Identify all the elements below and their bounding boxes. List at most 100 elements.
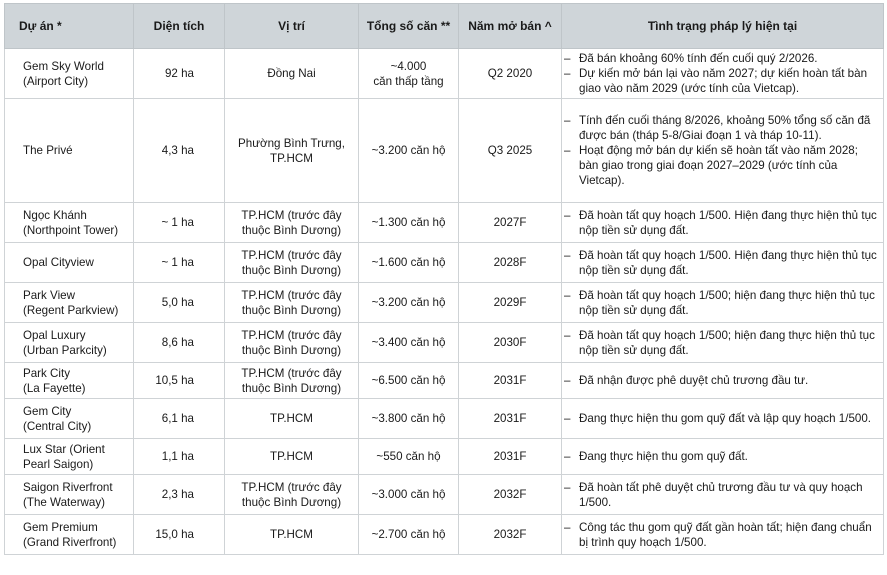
project-cell-line: Park City xyxy=(23,366,71,380)
project-cell-line: Gem Sky World xyxy=(23,59,104,73)
area-cell: 6,1 ha xyxy=(133,398,225,439)
location-cell: Đồng Nai xyxy=(224,48,359,99)
location-cell-line: TP.HCM (trước đây xyxy=(241,248,342,262)
project-cell-line: (Airport City) xyxy=(23,74,89,88)
project-cell: Lux Star (Orient Pearl Saigon) xyxy=(4,438,134,475)
area-cell: 92 ha xyxy=(133,48,225,99)
project-cell-line: (Grand Riverfront) xyxy=(23,535,117,549)
project-cell-line: Park View xyxy=(23,288,75,302)
project-cell-line: Gem Premium xyxy=(23,520,98,534)
location-cell-line: TP.HCM xyxy=(270,412,313,425)
units-cell-line: ~1.300 căn hộ xyxy=(371,216,446,229)
project-cell: Park View (Regent Parkview) xyxy=(4,282,134,323)
project-cell-line: Saigon Riverfront xyxy=(23,480,113,494)
status-item: Dự kiến mở bán lại vào năm 2027; dự kiến… xyxy=(564,66,879,96)
status-list: Đã hoàn tất quy hoạch 1/500; hiện đang t… xyxy=(562,328,879,358)
legal-status-cell: Đang thực hiện thu gom quỹ đất và lập qu… xyxy=(561,398,884,439)
status-item: Đã hoàn tất quy hoạch 1/500. Hiện đang t… xyxy=(564,208,879,238)
legal-status-cell: Đã nhận được phê duyệt chủ trương đầu tư… xyxy=(561,362,884,399)
table-row: Ngọc Khánh (Northpoint Tower) ~ 1 ha TP.HCM… xyxy=(4,202,884,243)
units-cell: ~3.400 căn hộ xyxy=(358,322,459,363)
units-cell: ~4.000 căn thấp tầng xyxy=(358,48,459,99)
project-cell-line: Opal Luxury xyxy=(23,328,86,342)
area-cell: 2,3 ha xyxy=(133,474,225,515)
table-row: Park View (Regent Parkview) 5,0 ha TP.HCM (… xyxy=(4,282,884,323)
project-cell: Gem City (Central City) xyxy=(4,398,134,439)
status-list: Đã bán khoảng 60% tính đến cuối quý 2/20… xyxy=(562,51,879,96)
units-cell-line: căn thấp tầng xyxy=(373,74,444,88)
legal-status-cell: Đã hoàn tất quy hoạch 1/500. Hiện đang t… xyxy=(561,242,884,283)
project-cell-line: (Regent Parkview) xyxy=(23,303,119,317)
location-cell-line: thuộc Bình Dương) xyxy=(241,381,342,395)
table-body: Gem Sky World (Airport City) 92 ha Đồng Nai… xyxy=(4,48,884,555)
status-list: Đã hoàn tất quy hoạch 1/500; hiện đang t… xyxy=(562,288,879,318)
header-units: Tổng số căn ** xyxy=(358,3,459,49)
location-cell-line: TP.HCM (trước đây xyxy=(241,208,342,222)
legal-status-cell: Đã bán khoảng 60% tính đến cuối quý 2/20… xyxy=(561,48,884,99)
location-cell: TP.HCM (trước đây thuộc Bình Dương) xyxy=(224,474,359,515)
project-cell-line: (Urban Parkcity) xyxy=(23,343,107,357)
project-cell-line: (Northpoint Tower) xyxy=(23,223,119,237)
status-item: Đã hoàn tất phê duyệt chủ trương đầu tư … xyxy=(564,480,879,510)
units-cell-line: ~550 căn hộ xyxy=(376,450,441,463)
location-cell-line: TP.HCM (trước đây xyxy=(241,328,342,342)
area-cell: ~ 1 ha xyxy=(133,242,225,283)
legal-status-cell: Đã hoàn tất phê duyệt chủ trương đầu tư … xyxy=(561,474,884,515)
area-cell: ~ 1 ha xyxy=(133,202,225,243)
location-cell: TP.HCM (trước đây thuộc Bình Dương) xyxy=(224,282,359,323)
status-item: Đã hoàn tất quy hoạch 1/500. Hiện đang t… xyxy=(564,248,879,278)
status-list: Đã hoàn tất quy hoạch 1/500. Hiện đang t… xyxy=(562,208,879,238)
project-cell: Park City (La Fayette) xyxy=(4,362,134,399)
legal-status-cell: Đã hoàn tất quy hoạch 1/500. Hiện đang t… xyxy=(561,202,884,243)
location-cell-line: thuộc Bình Dương) xyxy=(241,303,342,317)
launch-year-cell: 2031F xyxy=(458,398,562,439)
legal-status-table: Dự án * Diện tích Vị trí Tổng số căn ** … xyxy=(4,3,884,555)
location-cell: Phường Bình Trưng, TP.HCM xyxy=(224,98,359,203)
launch-year-cell: 2032F xyxy=(458,474,562,515)
location-cell-line: thuộc Bình Dương) xyxy=(241,223,342,237)
status-item: Hoạt động mở bán dự kiến sẽ hoàn tất vào… xyxy=(564,143,879,188)
location-cell: TP.HCM (trước đây thuộc Bình Dương) xyxy=(224,362,359,399)
location-cell-line: TP.HCM (trước đây xyxy=(241,366,342,380)
status-item: Đang thực hiện thu gom quỹ đất và lập qu… xyxy=(564,411,879,426)
legal-status-cell: Đã hoàn tất quy hoạch 1/500; hiện đang t… xyxy=(561,322,884,363)
project-cell-line: (La Fayette) xyxy=(23,381,86,395)
location-cell-line: Phường Bình Trưng, xyxy=(238,136,345,150)
status-item: Đã nhận được phê duyệt chủ trương đầu tư… xyxy=(564,373,879,388)
units-cell-line: ~3.200 căn hộ xyxy=(371,296,446,309)
header-project: Dự án * xyxy=(4,3,134,49)
launch-year-cell: Q3 2025 xyxy=(458,98,562,203)
project-cell: Saigon Riverfront (The Waterway) xyxy=(4,474,134,515)
units-cell-line: ~6.500 căn hộ xyxy=(371,374,446,387)
project-cell-line: Lux Star (Orient xyxy=(23,442,105,456)
status-item: Tính đến cuối tháng 8/2026, khoảng 50% t… xyxy=(564,113,879,143)
project-cell: Opal Luxury (Urban Parkcity) xyxy=(4,322,134,363)
table-row: Park City (La Fayette) 10,5 ha TP.HCM (trướ… xyxy=(4,362,884,399)
location-cell: TP.HCM (trước đây thuộc Bình Dương) xyxy=(224,242,359,283)
units-cell-line: ~4.000 xyxy=(390,59,427,73)
units-cell-line: ~3.400 căn hộ xyxy=(371,336,446,349)
status-item: Đã hoàn tất quy hoạch 1/500; hiện đang t… xyxy=(564,288,879,318)
header-location: Vị trí xyxy=(224,3,359,49)
status-list: Đang thực hiện thu gom quỹ đất. xyxy=(562,449,879,464)
location-cell: TP.HCM (trước đây thuộc Bình Dương) xyxy=(224,202,359,243)
table-row: The Privé 4,3 ha Phường Bình Trưng, TP.HCM ~… xyxy=(4,98,884,203)
launch-year-cell: 2032F xyxy=(458,514,562,555)
status-item: Đang thực hiện thu gom quỹ đất. xyxy=(564,449,879,464)
area-cell: 4,3 ha xyxy=(133,98,225,203)
project-cell-line: The Privé xyxy=(23,144,73,157)
units-cell: ~2.700 căn hộ xyxy=(358,514,459,555)
legal-status-cell: Công tác thu gom quỹ đất gần hoàn tất; h… xyxy=(561,514,884,555)
project-cell-line: Opal Cityview xyxy=(23,256,94,269)
units-cell: ~1.600 căn hộ xyxy=(358,242,459,283)
location-cell-line: TP.HCM xyxy=(270,151,313,165)
project-cell-line: (The Waterway) xyxy=(23,495,106,509)
area-cell: 1,1 ha xyxy=(133,438,225,475)
project-cell: Opal Cityview xyxy=(4,242,134,283)
project-cell-line: (Central City) xyxy=(23,419,92,433)
location-cell-line: thuộc Bình Dương) xyxy=(241,263,342,277)
area-cell: 10,5 ha xyxy=(133,362,225,399)
location-cell-line: TP.HCM xyxy=(270,528,313,541)
location-cell-line: TP.HCM (trước đây xyxy=(241,288,342,302)
status-list: Đang thực hiện thu gom quỹ đất và lập qu… xyxy=(562,411,879,426)
